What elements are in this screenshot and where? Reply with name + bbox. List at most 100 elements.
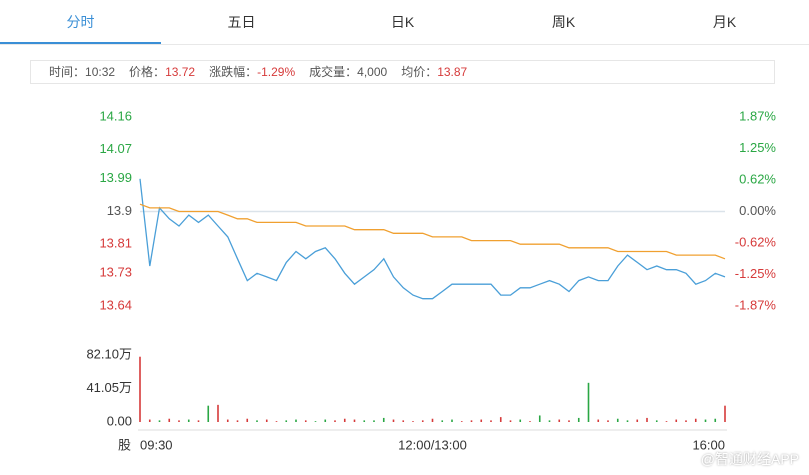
volume-bar [236, 420, 239, 422]
info-label: 价格： [129, 65, 166, 79]
volume-bar [675, 419, 678, 422]
x-tick-label: 16:00 [692, 437, 725, 452]
tab[interactable]: 分时 [0, 0, 161, 44]
volume-bar [334, 420, 336, 422]
volume-bar [441, 420, 444, 422]
volume-bar [314, 421, 317, 422]
tab[interactable]: 日K [390, 14, 415, 30]
tab[interactable]: 周K [551, 14, 576, 30]
info-item: 涨跌幅：-1.29% [209, 65, 295, 79]
x-tick-label: 12:00/13:00 [398, 437, 467, 452]
volume-bar [285, 420, 288, 422]
info-bar: 时间：10:32 价格：13.72 涨跌幅：-1.29% 成交量：4,000 均价：13… [30, 60, 775, 84]
volume-bar [694, 418, 697, 422]
tabs: 分时 五日 日K 周K 月K [0, 0, 809, 45]
volume-bar [490, 420, 492, 422]
volume-bar [353, 419, 356, 422]
volume-bar [304, 420, 307, 422]
volume-bar [373, 420, 375, 422]
volume-bar [402, 420, 405, 422]
volume-bar [558, 419, 561, 422]
info-item: 均价：13.87 [401, 65, 467, 79]
volume-bar [168, 418, 171, 422]
y2-tick-label: -1.87% [735, 297, 777, 312]
volume-bar [655, 420, 658, 422]
volume-bar [421, 420, 424, 422]
y-tick-label: 13.81 [99, 236, 132, 251]
volume-bar [207, 405, 210, 422]
volume-tick-label: 0.00 [107, 413, 132, 428]
volume-bar [714, 418, 717, 422]
volume-bar [636, 419, 639, 422]
tab[interactable]: 月K [712, 14, 737, 30]
x-tick-label: 09:30 [140, 437, 173, 452]
volume-bar [529, 421, 531, 422]
volume-bar [519, 419, 522, 422]
watermark: @智通财经APP [700, 451, 799, 467]
volume-bar [538, 415, 541, 422]
y-tick-label: 13.64 [99, 297, 132, 312]
volume-bar [412, 421, 414, 422]
info-label: 时间： [49, 65, 86, 79]
volume-bar [324, 419, 327, 422]
y2-tick-label: 1.25% [739, 140, 776, 155]
volume-axis-label: 股 [118, 437, 131, 452]
info-value: 4,000 [357, 65, 388, 79]
volume-bar [626, 420, 629, 422]
volume-bar [587, 382, 590, 422]
y2-tick-label: 0.62% [739, 172, 776, 187]
volume-bar [148, 419, 151, 422]
volume-bar [548, 420, 551, 422]
volume-bar [226, 419, 229, 422]
volume-bar [646, 417, 648, 422]
price-line [139, 178, 726, 300]
price-line [139, 203, 726, 260]
volume-bar [178, 420, 180, 422]
y-tick-label: 14.16 [99, 108, 132, 123]
volume-bar [275, 421, 278, 422]
volume-bar [607, 420, 609, 422]
volume-bar [431, 418, 434, 422]
info-value: 10:32 [85, 65, 116, 79]
volume-tick-label: 82.10万 [86, 346, 132, 361]
volume-bar [295, 419, 297, 422]
info-value: 13.87 [437, 65, 468, 79]
volume-bar [265, 419, 268, 422]
y-tick-label: 13.9 [107, 203, 132, 218]
volume-bar [460, 421, 463, 422]
info-label: 均价： [401, 65, 438, 79]
info-item: 价格：13.72 [129, 65, 195, 79]
y2-tick-label: 1.87% [739, 108, 776, 123]
volume-bar [187, 419, 190, 422]
volume-bar [470, 420, 473, 422]
volume-bar [382, 417, 385, 422]
info-item: 时间：10:32 [49, 65, 115, 79]
volume-bar [685, 420, 687, 422]
info-label: 成交量： [309, 65, 358, 79]
volume-bar [480, 419, 483, 422]
y2-tick-label: -0.62% [735, 234, 777, 249]
tab[interactable]: 五日 [227, 14, 256, 30]
volume-bar [665, 421, 668, 422]
y-tick-label: 14.07 [99, 141, 132, 156]
info-value: -1.29% [257, 65, 296, 79]
volume-bar [256, 420, 258, 422]
volume-bar [217, 404, 219, 422]
info-label: 涨跌幅： [209, 65, 258, 79]
volume-bar [392, 419, 395, 422]
volume-bar [139, 356, 141, 422]
volume-bar [616, 418, 619, 422]
volume-bar [363, 420, 366, 422]
volume-bar [724, 405, 726, 422]
volume-bar [343, 418, 346, 422]
volume-bar [509, 420, 512, 422]
volume-bar [451, 419, 453, 422]
y2-tick-label: 0.00% [739, 203, 776, 218]
volume-bar [197, 420, 200, 422]
info-item: 成交量：4,000 [309, 65, 387, 79]
volume-bar [568, 420, 570, 422]
volume-bar [158, 420, 161, 422]
volume-tick-label: 41.05万 [86, 380, 132, 395]
